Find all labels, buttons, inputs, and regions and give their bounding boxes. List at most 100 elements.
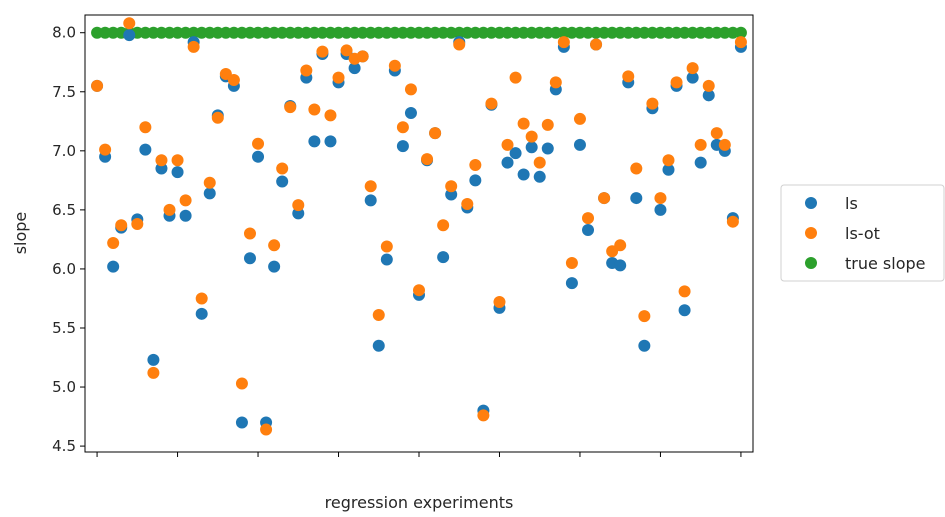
ls-point <box>380 253 393 266</box>
ls-point <box>509 147 522 160</box>
ls-ot-point <box>252 137 265 150</box>
ls-ot-point <box>622 70 635 83</box>
ls-ot-point <box>437 219 450 232</box>
ls-ot-point <box>203 176 216 189</box>
ls-point <box>517 168 530 181</box>
ls-point <box>147 353 160 366</box>
ls-ot-point <box>638 310 651 323</box>
x-axis <box>96 452 742 457</box>
ls-ot-point <box>662 154 675 167</box>
y-axis: 4.5 5.0 5.5 6.0 6.5 7.0 7.5 8.0 <box>52 24 85 455</box>
ls-ot-point <box>211 111 224 124</box>
y-tick-label: 8.0 <box>52 24 76 42</box>
ls-point <box>654 203 667 216</box>
ls-ot-point <box>396 121 409 134</box>
ls-ot-point <box>324 109 337 122</box>
ls-ot-point <box>276 162 289 175</box>
ls-point <box>638 339 651 352</box>
ls-ot-point <box>493 296 506 309</box>
ls-ot-point <box>557 36 570 49</box>
ls-point <box>614 259 627 272</box>
ls-ot-point <box>99 143 112 156</box>
ls-point <box>276 175 289 188</box>
ls-ot-point <box>565 257 578 270</box>
ls-ot-point <box>590 38 603 51</box>
ls-point <box>139 143 152 156</box>
ls-ot-point <box>131 218 144 231</box>
ls-ot-point <box>630 162 643 175</box>
legend-label-ls: ls <box>845 194 858 213</box>
ls-ot-point <box>179 194 192 207</box>
ls-point <box>252 150 265 163</box>
ls-ot-point <box>445 180 458 193</box>
ls-ot-point <box>614 239 627 252</box>
ls-ot-point <box>155 154 168 167</box>
ls-ot-point <box>598 192 611 205</box>
ls-ot-point <box>187 40 200 53</box>
ls-ot-point <box>380 240 393 253</box>
ls-point <box>324 135 337 148</box>
ls-ot-point <box>573 112 586 125</box>
ls-ot-point <box>372 308 385 321</box>
ls-point <box>123 29 136 42</box>
ls-ot-point <box>139 121 152 134</box>
ls-ot-point <box>710 127 723 140</box>
ls-ot-point <box>171 154 184 167</box>
ls-point <box>541 142 554 155</box>
x-axis-label: regression experiments <box>325 493 514 512</box>
ls-point <box>501 156 514 169</box>
ls-point <box>235 416 248 429</box>
plot-frame <box>84 14 754 453</box>
ls-ot-point <box>541 118 554 131</box>
ls-ot-point <box>163 203 176 216</box>
ls-point <box>348 62 361 75</box>
ls-ot-point <box>501 138 514 151</box>
ls-ot-point <box>678 285 691 298</box>
ls-point <box>533 170 546 183</box>
y-tick-label: 5.5 <box>52 319 76 337</box>
ls-ot-point <box>670 76 683 89</box>
ls-ot-point <box>702 79 715 92</box>
series-layer <box>91 17 747 436</box>
ls-ot-point <box>734 36 747 49</box>
ls-ot-point <box>694 138 707 151</box>
ls-ot-point <box>388 59 401 72</box>
ls-ot-point <box>453 38 466 51</box>
ls-point <box>630 192 643 205</box>
ls-point <box>678 304 691 317</box>
ls-ot-point <box>413 284 425 297</box>
legend-label-true-slope: true slope <box>845 254 926 273</box>
ls-point <box>702 89 715 102</box>
ls-ot-point <box>300 64 313 77</box>
ls-ot-point <box>469 158 482 171</box>
ls-ot-point <box>533 156 546 169</box>
ls-ot-point <box>509 71 522 84</box>
ls-point <box>582 223 595 236</box>
ls-point <box>203 187 216 200</box>
ls-ot-point <box>340 44 353 57</box>
ls-point <box>445 188 458 201</box>
ls-ot-point <box>718 138 731 151</box>
ls-ot-point <box>356 50 369 63</box>
ls-ot-point <box>654 192 667 205</box>
ls-ot-point <box>726 215 739 228</box>
ls-point <box>372 339 385 352</box>
ls-ot-point <box>308 103 321 116</box>
legend-marker-true-slope <box>805 257 817 269</box>
ls-ot-point <box>115 219 128 232</box>
ls-point <box>404 107 417 120</box>
ls-ot-point <box>549 76 562 89</box>
ls-ot-point <box>477 409 490 422</box>
legend-label-ls-ot: ls-ot <box>845 224 880 243</box>
ls-ot-point <box>91 79 104 92</box>
y-tick-label: 4.5 <box>52 437 76 455</box>
ls-point <box>155 162 168 175</box>
legend-marker-ls <box>805 197 817 209</box>
true-slope-point <box>734 26 747 39</box>
ls-ot-point <box>646 97 659 110</box>
y-tick-label: 6.0 <box>52 260 76 278</box>
ls-point <box>268 260 281 273</box>
y-tick-label: 5.0 <box>52 378 76 396</box>
